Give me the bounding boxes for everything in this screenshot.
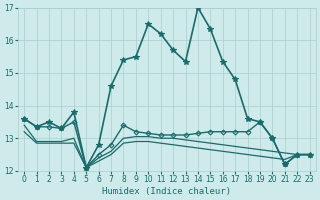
X-axis label: Humidex (Indice chaleur): Humidex (Indice chaleur)	[102, 187, 231, 196]
